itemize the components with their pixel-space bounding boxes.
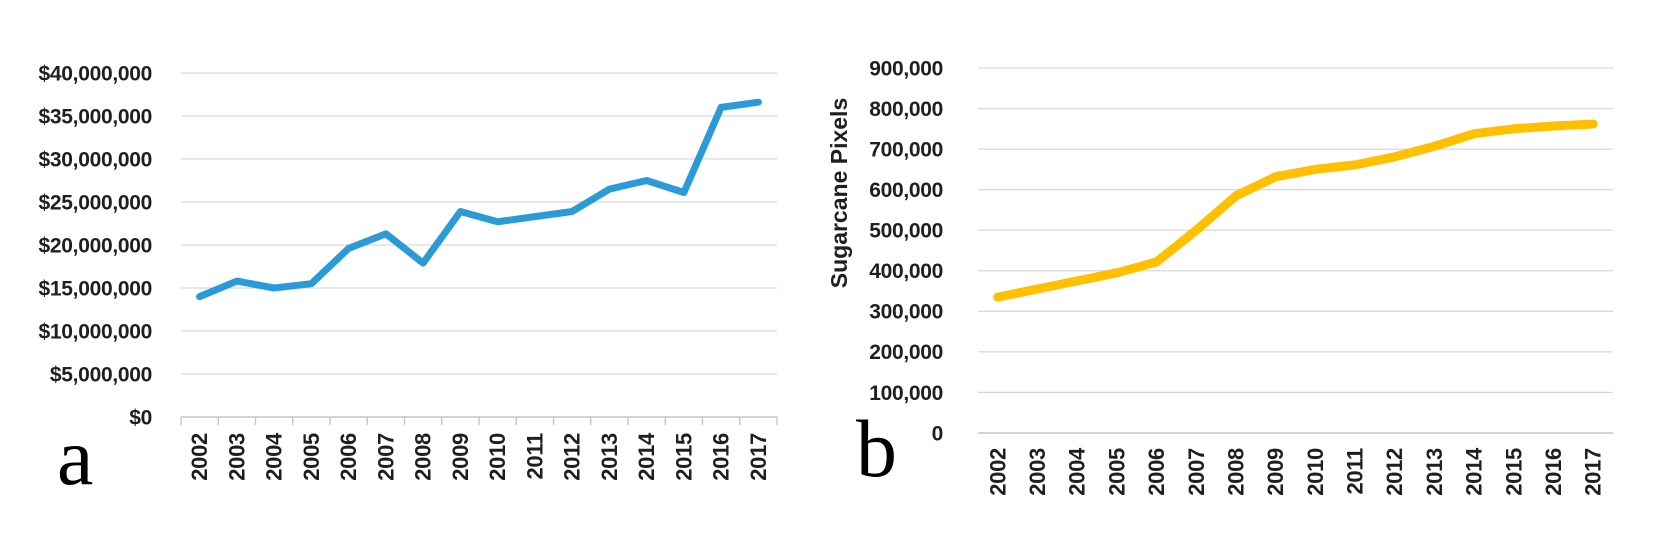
x-tick-label: 2002 bbox=[985, 448, 1010, 496]
data-series-line bbox=[196, 98, 762, 301]
x-tick-label: 2009 bbox=[448, 433, 473, 481]
x-tick-label: 2007 bbox=[1184, 448, 1209, 496]
y-tick-label: 600,000 bbox=[869, 179, 943, 202]
x-tick-label: 2003 bbox=[1025, 448, 1050, 496]
chart-a-revenue-line-chart: $40,000,000 $35,000,000 $30,000,000 $25,000… bbox=[39, 62, 778, 481]
x-tick-label: 2009 bbox=[1263, 448, 1288, 496]
x-tick-label: 2008 bbox=[1224, 448, 1249, 496]
x-tick-label: 2010 bbox=[1303, 448, 1328, 496]
x-tick-label: 2017 bbox=[1581, 448, 1606, 496]
y-tick-label: $20,000,000 bbox=[39, 234, 152, 257]
x-tick-label: 2012 bbox=[560, 433, 585, 481]
y-tick-label: 0 bbox=[932, 422, 943, 445]
y-tick-label: $0 bbox=[129, 406, 152, 429]
x-tick-label: 2004 bbox=[1065, 447, 1090, 496]
x-tick-label: 2007 bbox=[373, 433, 398, 481]
x-tick-label: 2005 bbox=[299, 433, 324, 481]
x-tick-label: 2016 bbox=[1541, 448, 1566, 496]
x-tick-label: 2011 bbox=[1343, 448, 1368, 495]
x-tick-label: 2006 bbox=[336, 433, 361, 481]
y-tick-label: 700,000 bbox=[869, 138, 943, 161]
y-tick-label: $40,000,000 bbox=[39, 62, 152, 85]
panel-label-b: b bbox=[856, 403, 897, 494]
y-tick-label: 900,000 bbox=[869, 57, 943, 80]
x-tick-label: 2013 bbox=[597, 433, 622, 481]
x-tick-label: 2013 bbox=[1422, 448, 1447, 496]
y-tick-label: $5,000,000 bbox=[50, 363, 152, 386]
x-tick-label: 2015 bbox=[1501, 448, 1526, 496]
data-series-line bbox=[993, 119, 1598, 302]
y-tick-label: $25,000,000 bbox=[39, 191, 152, 214]
x-tick-label: 2002 bbox=[187, 433, 212, 481]
x-tick-label: 2008 bbox=[411, 433, 436, 481]
x-tick-label: 2014 bbox=[634, 432, 659, 481]
x-tick-label: 2015 bbox=[671, 433, 696, 481]
x-tick-label: 2004 bbox=[262, 432, 287, 481]
y-tick-label: $10,000,000 bbox=[39, 320, 152, 343]
x-tick-label: 2005 bbox=[1104, 448, 1129, 496]
x-tick-label: 2016 bbox=[709, 433, 734, 481]
x-tick-label: 2010 bbox=[485, 433, 510, 481]
y-tick-label: 300,000 bbox=[869, 301, 943, 324]
y-tick-label: 800,000 bbox=[869, 98, 943, 121]
y-tick-label: $35,000,000 bbox=[39, 105, 152, 128]
chart-b-sugarcane-pixels-line-chart: 900,000 800,000 700,000 600,000 500,000 400,0… bbox=[830, 57, 1613, 496]
x-tick-label: 2003 bbox=[224, 433, 249, 481]
y-axis-title: Sugarcane Pixels bbox=[830, 98, 852, 289]
y-tick-label: 200,000 bbox=[869, 341, 943, 364]
y-tick-label: $15,000,000 bbox=[39, 277, 152, 300]
y-tick-label: $30,000,000 bbox=[39, 148, 152, 171]
x-tick-label: 2014 bbox=[1462, 447, 1487, 496]
y-tick-label: 400,000 bbox=[869, 260, 943, 283]
y-tick-label: 500,000 bbox=[869, 220, 943, 243]
x-tick-label: 2012 bbox=[1382, 448, 1407, 496]
panel-label-a: a bbox=[57, 411, 94, 502]
x-tick-label: 2017 bbox=[746, 433, 771, 481]
x-tick-label: 2006 bbox=[1144, 448, 1169, 496]
y-tick-label: 100,000 bbox=[869, 382, 943, 405]
x-tick-label: 2011 bbox=[522, 433, 547, 480]
